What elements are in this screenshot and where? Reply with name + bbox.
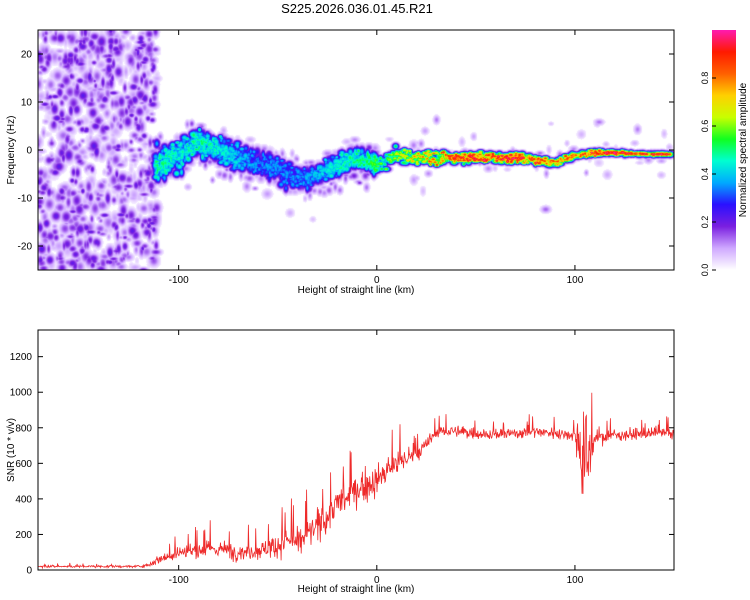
colorbar-tick-label: 0.6 (700, 120, 710, 133)
snr-frame (37, 329, 675, 571)
spectrogram-heatmap (38, 30, 674, 270)
snr-ytick-label: 600 (15, 459, 32, 470)
colorbar-tick-label: 0.8 (700, 72, 710, 85)
spectrogram-ytick-label: 10 (21, 98, 33, 109)
spectrogram-xlabel: Height of straight line (km) (298, 285, 415, 296)
snr-ytick-label: 1200 (10, 352, 33, 363)
snr-xtick-label: 100 (567, 575, 584, 586)
colorbar-gradient (712, 30, 736, 270)
spectrogram-ytick-label: -10 (18, 194, 33, 205)
spectrogram-ytick-label: 0 (26, 146, 32, 157)
snr-ytick-label: 400 (15, 494, 32, 505)
spectrogram-xtick-label: -100 (169, 275, 189, 286)
colorbar-tick-label: 0.4 (700, 168, 710, 181)
snr-series-line (38, 392, 674, 570)
spectrogram-xtick-label: 100 (567, 275, 584, 286)
figure-title: S225.2026.036.01.45.R21 (281, 1, 433, 16)
snr-ytick-label: 1000 (10, 388, 33, 399)
spectrogram-xtick-label: 0 (374, 275, 380, 286)
snr-ytick-label: 200 (15, 530, 32, 541)
spectrogram-ytick-label: 20 (21, 50, 33, 61)
spectrogram-ylabel: Frequency (Hz) (6, 116, 17, 185)
snr-ytick-label: 800 (15, 423, 32, 434)
snr-xtick-label: 0 (374, 575, 380, 586)
snr-ytick-label: 0 (26, 566, 32, 577)
colorbar-label: Normalized spectral amplitude (738, 82, 749, 217)
spectrogram-heatmap-area (38, 30, 674, 270)
snr-ylabel: SNR (10 * v/v) (6, 418, 17, 482)
snr-xtick-label: -100 (169, 575, 189, 586)
colorbar: 0.0 0.2 0.4 0.6 0.8 Normalized spectral ampl… (700, 30, 749, 276)
spectrogram-ytick-label: -20 (18, 242, 33, 253)
snr-xlabel: Height of straight line (km) (298, 584, 415, 595)
colorbar-tick-label: 0.0 (700, 264, 710, 277)
colorbar-tick-label: 0.2 (700, 216, 710, 229)
colorbar-ticks: 0.0 0.2 0.4 0.6 0.8 (700, 72, 716, 277)
